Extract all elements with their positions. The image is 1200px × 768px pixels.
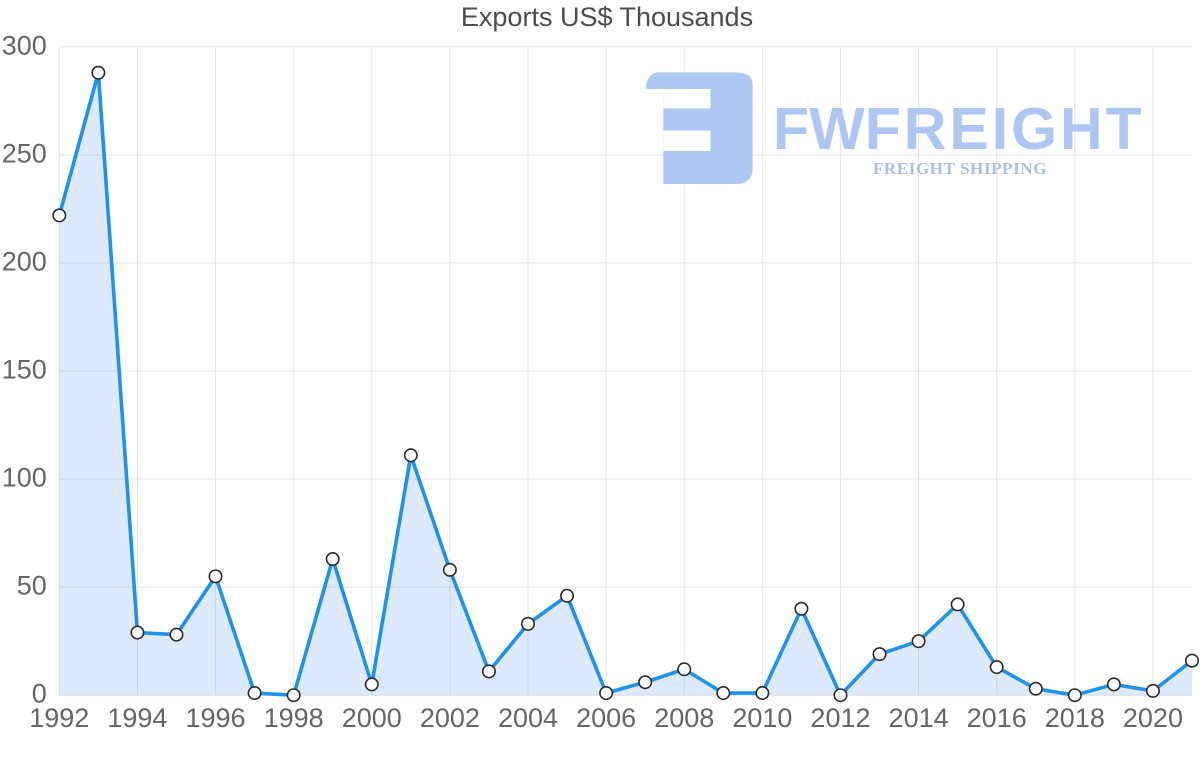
svg-text:2006: 2006 — [576, 703, 636, 733]
svg-text:FWFREIGHT: FWFREIGHT — [773, 96, 1145, 162]
svg-text:2008: 2008 — [654, 703, 714, 733]
svg-text:2012: 2012 — [810, 703, 870, 733]
svg-text:2010: 2010 — [732, 703, 792, 733]
svg-text:FREIGHT SHIPPING: FREIGHT SHIPPING — [873, 159, 1047, 178]
svg-text:250: 250 — [2, 138, 47, 168]
svg-text:1994: 1994 — [107, 703, 167, 733]
svg-text:2014: 2014 — [889, 703, 949, 733]
svg-text:2016: 2016 — [967, 703, 1027, 733]
svg-text:2020: 2020 — [1123, 703, 1183, 733]
svg-text:1998: 1998 — [264, 703, 324, 733]
svg-text:300: 300 — [2, 30, 47, 60]
svg-text:100: 100 — [2, 463, 47, 493]
svg-text:1996: 1996 — [185, 703, 245, 733]
svg-text:2000: 2000 — [342, 703, 402, 733]
svg-text:2004: 2004 — [498, 703, 558, 733]
svg-text:50: 50 — [17, 571, 47, 601]
svg-text:2018: 2018 — [1045, 703, 1105, 733]
svg-text:1992: 1992 — [29, 703, 89, 733]
svg-text:2002: 2002 — [420, 703, 480, 733]
svg-text:150: 150 — [2, 355, 47, 385]
svg-text:200: 200 — [2, 246, 47, 276]
